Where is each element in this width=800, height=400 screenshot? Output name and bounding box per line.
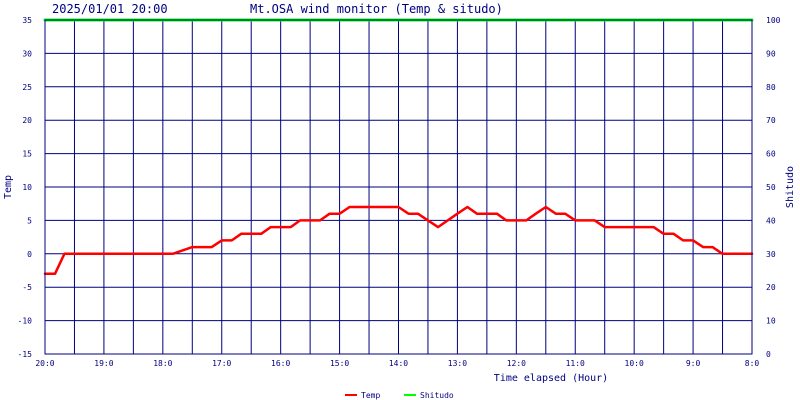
y-left-tick-label: -10 bbox=[18, 317, 33, 326]
y-left-tick-label: 35 bbox=[22, 16, 32, 25]
plot-frame bbox=[44, 19, 753, 355]
y-right-tick-label: 90 bbox=[766, 49, 776, 58]
y-right-tick-label: 40 bbox=[766, 216, 776, 225]
x-tick-label: 17:0 bbox=[212, 359, 231, 368]
y-right-tick-label: 70 bbox=[766, 116, 776, 125]
tick-labels: -15 -10 -5 0 5 10 15 20 25 30 35 0 10 20 30 40 50 60 70 80 9… bbox=[18, 16, 781, 368]
x-tick-label: 14:0 bbox=[389, 359, 408, 368]
y-left-tick-label: 15 bbox=[22, 150, 32, 159]
y-left-tick-label: 10 bbox=[22, 183, 32, 192]
x-tick-label: 8:0 bbox=[745, 359, 760, 368]
timestamp: 2025/01/01 20:00 bbox=[52, 2, 168, 16]
y-right-tick-label: 20 bbox=[766, 283, 776, 292]
y-right-tick-label: 80 bbox=[766, 83, 776, 92]
x-tick-label: 19:0 bbox=[94, 359, 113, 368]
x-tick-label: 16:0 bbox=[271, 359, 290, 368]
x-axis-title: Time elapsed (Hour) bbox=[494, 373, 608, 384]
y-left-tick-label: -5 bbox=[22, 283, 32, 292]
y-left-tick-label: -15 bbox=[18, 350, 33, 359]
x-tick-label: 18:0 bbox=[153, 359, 172, 368]
x-tick-label: 20:0 bbox=[35, 359, 54, 368]
x-tick-label: 9:0 bbox=[686, 359, 701, 368]
y-left-tick-label: 0 bbox=[27, 250, 32, 259]
y-axis-right-title: Shitudo bbox=[785, 166, 796, 208]
y-right-tick-label: 0 bbox=[766, 350, 771, 359]
y-left-tick-label: 20 bbox=[22, 116, 32, 125]
x-tick-label: 11:0 bbox=[566, 359, 585, 368]
y-right-tick-label: 50 bbox=[766, 183, 776, 192]
y-right-tick-label: 30 bbox=[766, 250, 776, 259]
legend-label-shitudo: Shitudo bbox=[420, 391, 454, 400]
y-right-tick-label: 100 bbox=[766, 16, 781, 25]
series-line-temp bbox=[43, 205, 754, 276]
y-axis-left-title: Temp bbox=[3, 175, 14, 199]
y-left-tick-label: 5 bbox=[27, 216, 32, 225]
legend: Temp Shitudo bbox=[345, 391, 454, 400]
x-tick-label: 10:0 bbox=[625, 359, 644, 368]
y-left-tick-label: 30 bbox=[22, 49, 32, 58]
x-tick-label: 15:0 bbox=[330, 359, 349, 368]
chart-title: Mt.OSA wind monitor (Temp & situdo) bbox=[250, 2, 503, 16]
x-tick-label: 13:0 bbox=[448, 359, 467, 368]
legend-label-temp: Temp bbox=[361, 391, 380, 400]
x-tick-label: 12:0 bbox=[507, 359, 526, 368]
y-left-tick-label: 25 bbox=[22, 83, 32, 92]
y-right-tick-label: 60 bbox=[766, 150, 776, 159]
y-right-tick-label: 10 bbox=[766, 317, 776, 326]
